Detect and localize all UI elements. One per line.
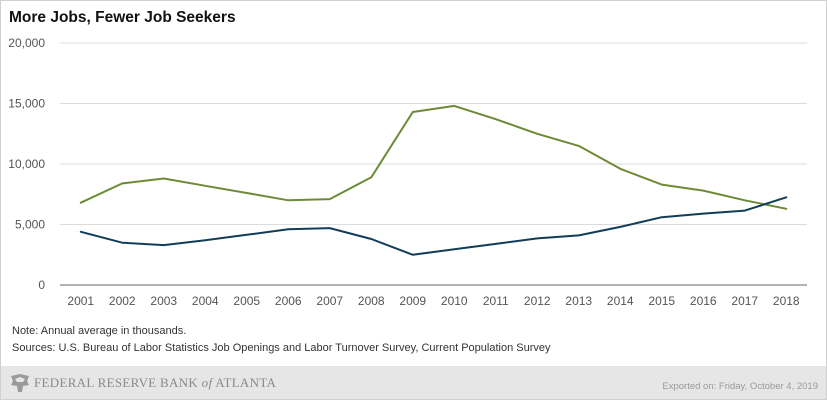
- x-tick-label: 2018: [773, 294, 800, 308]
- y-tick-label: 15,000: [8, 97, 45, 111]
- x-tick-label: 2005: [233, 294, 260, 308]
- x-tick-label: 2012: [524, 294, 551, 308]
- footer-bar: FEDERAL RESERVE BANK of ATLANTA Exported…: [1, 366, 826, 399]
- x-tick-label: 2011: [483, 294, 509, 308]
- x-tick-label: 2001: [67, 294, 94, 308]
- x-tick-label: 2016: [690, 294, 717, 308]
- series-line-2: [79, 196, 788, 256]
- line-chart: 0 5,000 10,000 15,000 20,000 2001 2002 2003 2004…: [8, 36, 807, 308]
- y-tick-label: 0: [38, 278, 45, 292]
- frb-atlanta-logo: FEDERAL RESERVE BANK of ATLANTA: [9, 373, 276, 393]
- y-tick-label: 10,000: [8, 157, 45, 171]
- x-tick-label: 2009: [399, 294, 426, 308]
- x-tick-label: 2014: [607, 294, 634, 308]
- note-text: Note: Annual average in thousands.: [12, 325, 187, 337]
- x-tick-label: 2017: [731, 294, 758, 308]
- x-tick-label: 2003: [150, 294, 177, 308]
- logo-text: FEDERAL RESERVE BANK of ATLANTA: [34, 375, 277, 390]
- x-tick-label: 2007: [316, 294, 343, 308]
- x-tick-label: 2013: [565, 294, 592, 308]
- y-tick-label: 20,000: [8, 36, 45, 50]
- chart-title: More Jobs, Fewer Job Seekers: [9, 9, 236, 26]
- x-tick-label: 2002: [109, 294, 136, 308]
- x-tick-label: 2006: [275, 294, 302, 308]
- sources-text: Sources: U.S. Bureau of Labor Statistics…: [12, 341, 551, 354]
- notes: Note: Annual average in thousands. Sourc…: [12, 323, 550, 356]
- y-tick-label: 5,000: [15, 218, 45, 232]
- series-line-1: [79, 104, 788, 210]
- x-tick-label: 2010: [441, 294, 468, 308]
- eagle-icon: [11, 374, 29, 392]
- x-tick-label: 2004: [192, 294, 219, 308]
- x-tick-label: 2015: [648, 294, 675, 308]
- exported-date: Exported on: Friday, October 4, 2019: [662, 381, 818, 392]
- x-tick-label: 2008: [358, 294, 385, 308]
